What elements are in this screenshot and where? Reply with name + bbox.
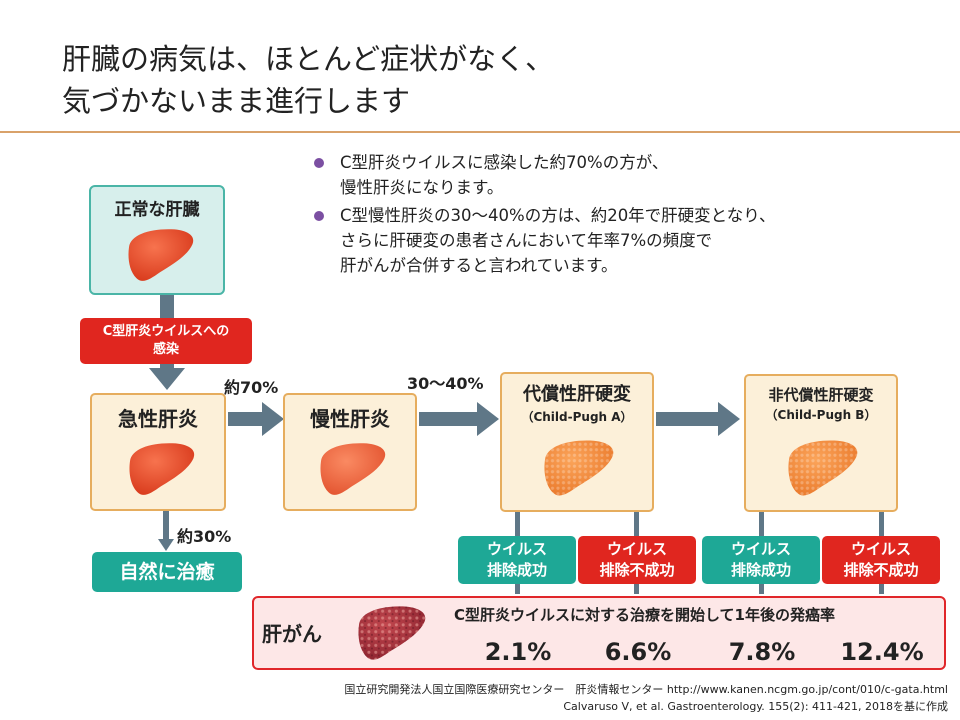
child-pugh-label: （Child-Pugh A） bbox=[521, 410, 633, 424]
outcome-line: ウイルス bbox=[850, 540, 911, 558]
liver-icon bbox=[320, 443, 386, 495]
flow-arrow bbox=[163, 511, 169, 541]
arrow-head-icon bbox=[262, 402, 284, 436]
liver-icon bbox=[128, 229, 194, 281]
child-pugh-label: （Child-Pugh B） bbox=[765, 408, 877, 422]
bullet-text: さらに肝硬変の患者さんにおいて年率7%の頻度で bbox=[340, 231, 713, 250]
virus-not-cleared-tag: ウイルス 排除不成功 bbox=[578, 536, 696, 584]
infection-tag-line: C型肝炎ウイルスへの bbox=[102, 324, 230, 339]
cancer-rate-value: 12.4% bbox=[840, 638, 924, 666]
bullet-text: 慢性肝炎になります。 bbox=[340, 178, 504, 197]
decompensated-cirrhosis-box: 非代償性肝硬変 （Child-Pugh B） bbox=[744, 374, 898, 512]
infection-tag: C型肝炎ウイルスへの 感染 bbox=[80, 318, 252, 364]
outcome-line: 排除不成功 bbox=[843, 561, 919, 579]
arrow-head-icon bbox=[158, 539, 174, 551]
liver-cancer-label: 肝がん bbox=[262, 622, 322, 646]
bullet-list: C型肝炎ウイルスに感染した約70%の方が、 慢性肝炎になります。 C型慢性肝炎の… bbox=[312, 150, 776, 281]
outcome-line: ウイルス bbox=[730, 540, 791, 558]
flow-arrow bbox=[515, 512, 520, 536]
source-citation: 国立研究開発法人国立国際医療研究センター 肝炎情報センター http://www… bbox=[344, 683, 948, 696]
bullet-dot-icon bbox=[314, 211, 324, 221]
title-divider bbox=[0, 131, 960, 133]
compensated-cirrhosis-box: 代償性肝硬変 （Child-Pugh A） bbox=[500, 372, 654, 512]
cirrhotic-liver-icon bbox=[788, 440, 858, 496]
reference-citation: Calvaruso V, et al. Gastroenterology. 15… bbox=[563, 700, 948, 713]
flow-arrow bbox=[759, 512, 764, 536]
chronic-hepatitis-label: 慢性肝炎 bbox=[310, 407, 390, 431]
flow-arrow bbox=[634, 512, 639, 536]
acute-hepatitis-label: 急性肝炎 bbox=[118, 407, 198, 431]
page-title-line1: 肝臓の病気は、ほとんど症状がなく、 bbox=[62, 42, 555, 76]
bullet-dot-icon bbox=[314, 158, 324, 168]
compensated-cirrhosis-label: 代償性肝硬変 bbox=[523, 384, 631, 405]
outcome-line: 排除成功 bbox=[486, 561, 547, 579]
arrow-head-icon bbox=[718, 402, 740, 436]
cancer-rate-value: 2.1% bbox=[484, 638, 552, 666]
cancer-rate-heading: C型肝炎ウイルスに対する治療を開始して1年後の発癌率 bbox=[454, 606, 835, 624]
normal-liver-box: 正常な肝臓 bbox=[89, 185, 225, 295]
page-title: 肝臓の病気は、ほとんど症状がなく、 気づかないまま進行します bbox=[62, 38, 554, 122]
cancer-rate-value: 6.6% bbox=[604, 638, 672, 666]
bullet-text: 肝がんが合併すると言われています。 bbox=[340, 256, 618, 275]
flow-arrow bbox=[879, 584, 884, 594]
virus-not-cleared-tag: ウイルス 排除不成功 bbox=[822, 536, 940, 584]
cancer-rate-value: 7.8% bbox=[728, 638, 796, 666]
flow-arrow bbox=[515, 584, 520, 594]
flow-arrow bbox=[419, 412, 479, 426]
percent-label: 約30% bbox=[177, 527, 232, 546]
arrow-head-icon bbox=[149, 368, 185, 390]
acute-hepatitis-box: 急性肝炎 bbox=[90, 393, 226, 511]
bullet-item: C型肝炎ウイルスに感染した約70%の方が、 慢性肝炎になります。 bbox=[312, 150, 776, 200]
infection-tag-line: 感染 bbox=[152, 342, 179, 357]
cirrhotic-liver-icon bbox=[544, 440, 614, 496]
decompensated-cirrhosis-label: 非代償性肝硬変 bbox=[768, 386, 874, 404]
liver-cancer-box: 肝がん C型肝炎ウイルスに対する治療を開始して1年後の発癌率 2.1% 6.6%… bbox=[252, 596, 946, 670]
bullet-item: C型慢性肝炎の30～40%の方は、約20年で肝硬変となり、 さらに肝硬変の患者さ… bbox=[312, 203, 776, 278]
flow-arrow bbox=[656, 412, 720, 426]
percent-label: 約70% bbox=[224, 378, 279, 397]
percent-label: 30～40% bbox=[407, 374, 484, 393]
page-title-line2: 気づかないまま進行します bbox=[62, 84, 411, 118]
outcome-line: ウイルス bbox=[486, 540, 547, 558]
normal-liver-label: 正常な肝臓 bbox=[114, 200, 200, 220]
flow-arrow bbox=[228, 412, 264, 426]
virus-cleared-tag: ウイルス 排除成功 bbox=[702, 536, 820, 584]
outcome-line: 排除不成功 bbox=[599, 561, 675, 579]
outcome-line: 排除成功 bbox=[730, 561, 791, 579]
flow-arrow bbox=[879, 512, 884, 536]
virus-cleared-tag: ウイルス 排除成功 bbox=[458, 536, 576, 584]
flow-arrow bbox=[634, 584, 639, 594]
bullet-text: C型肝炎ウイルスに感染した約70%の方が、 bbox=[340, 153, 669, 172]
liver-icon bbox=[129, 443, 195, 495]
arrow-head-icon bbox=[477, 402, 499, 436]
flow-arrow bbox=[759, 584, 764, 594]
cancer-liver-icon bbox=[358, 606, 426, 660]
bullet-text: C型慢性肝炎の30～40%の方は、約20年で肝硬変となり、 bbox=[340, 206, 776, 225]
outcome-line: ウイルス bbox=[606, 540, 667, 558]
natural-cure-tag: 自然に治癒 bbox=[92, 552, 242, 592]
chronic-hepatitis-box: 慢性肝炎 bbox=[283, 393, 417, 511]
